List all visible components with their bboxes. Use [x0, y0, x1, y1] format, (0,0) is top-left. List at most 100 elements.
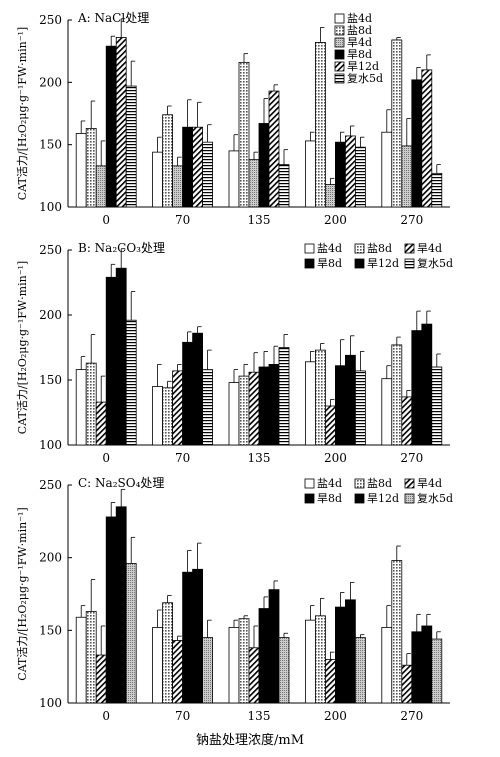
legend-swatch	[354, 258, 365, 269]
bar	[431, 366, 443, 446]
legend-label: 盐8d	[347, 24, 372, 37]
bar	[324, 659, 336, 704]
bar	[354, 370, 366, 446]
legend-label: 旱4d	[417, 242, 442, 255]
bar	[304, 619, 316, 704]
bar	[162, 114, 174, 208]
bar	[172, 165, 184, 208]
bar	[172, 370, 184, 446]
bar	[85, 611, 97, 704]
bar	[334, 141, 346, 208]
bar	[401, 664, 413, 704]
legend-label: 复水5d	[417, 491, 453, 505]
y-tick-label: 200	[39, 551, 62, 565]
y-tick-label: 100	[39, 696, 62, 710]
legend-swatch	[404, 493, 415, 504]
bar	[268, 589, 280, 704]
bar	[258, 366, 270, 446]
x-tick-label: 270	[400, 709, 423, 723]
bar	[75, 369, 87, 446]
legend-label: 复水5d	[347, 71, 383, 85]
legend-swatch	[304, 258, 315, 269]
bar	[431, 172, 443, 208]
y-tick-label: 200	[39, 308, 62, 322]
bar	[278, 164, 290, 208]
x-tick-label: 200	[324, 213, 347, 227]
bar	[162, 387, 174, 446]
bar	[75, 616, 87, 704]
y-axis-title: CAT活力/[H₂O₂μg·g⁻¹FW·min⁻¹]	[16, 507, 29, 680]
bar	[258, 608, 270, 704]
bar	[202, 637, 214, 704]
bar	[304, 140, 316, 208]
x-tick-label: 270	[400, 213, 423, 227]
bar	[115, 267, 127, 446]
legend-label: 盐8d	[367, 477, 392, 490]
bar	[192, 126, 204, 208]
bar	[391, 39, 403, 208]
legend-swatch	[334, 49, 345, 60]
x-tick-label: 200	[324, 709, 347, 723]
bar	[248, 647, 260, 704]
bar	[411, 79, 423, 208]
chart-title: B: Na₂CO₃处理	[78, 241, 165, 255]
bar	[228, 150, 240, 208]
chart-panel-1: 100 150 200 250 CAT活力/[H₂O₂μg·g⁻¹FW·min⁻¹] A:…	[16, 11, 450, 227]
legend-swatch	[334, 25, 345, 36]
y-tick-label: 250	[39, 478, 62, 492]
bar	[421, 323, 433, 446]
bar	[115, 37, 127, 208]
bar	[192, 332, 204, 446]
bar	[202, 369, 214, 446]
legend-label: 旱4d	[417, 477, 442, 490]
bar	[172, 640, 184, 704]
bar	[248, 159, 260, 208]
bar	[125, 319, 137, 446]
bar	[238, 375, 250, 446]
y-axis-title: CAT活力/[H₂O₂μg·g⁻¹FW·min⁻¹]	[16, 261, 29, 434]
bar	[334, 365, 346, 446]
bar	[401, 396, 413, 446]
bar	[278, 637, 290, 704]
legend-swatch	[334, 13, 345, 24]
bar	[421, 625, 433, 704]
bar	[228, 382, 240, 446]
bar	[391, 560, 403, 704]
bar	[125, 85, 137, 208]
legend-swatch	[334, 73, 345, 84]
legend-label: 旱12d	[367, 492, 399, 505]
bar	[228, 627, 240, 704]
bar	[258, 123, 270, 208]
y-tick-label: 100	[39, 438, 62, 452]
bar	[192, 568, 204, 704]
y-tick-label: 150	[39, 623, 62, 637]
x-tick-label: 0	[102, 213, 110, 227]
bar	[314, 349, 326, 446]
bar	[391, 344, 403, 446]
bar	[182, 571, 194, 704]
legend-label: 旱8d	[347, 48, 372, 61]
bar	[344, 599, 356, 704]
chart-panel-2: 100 150 200 250 CAT活力/[H₂O₂μg·g⁻¹FW·min⁻¹] B:…	[16, 241, 453, 465]
x-tick-label: 135	[248, 213, 271, 227]
bar	[278, 347, 290, 446]
bar	[334, 606, 346, 704]
bar	[324, 405, 336, 446]
legend-swatch	[354, 478, 365, 489]
legend-label: 旱8d	[317, 257, 342, 270]
bar	[85, 362, 97, 446]
y-axis-title: CAT活力/[H₂O₂μg·g⁻¹FW·min⁻¹]	[16, 27, 29, 200]
bar	[354, 146, 366, 208]
x-tick-label: 70	[175, 709, 190, 723]
legend-label: 旱12d	[347, 60, 379, 73]
x-axis-label: 钠盐处理浓度/mM	[195, 733, 305, 748]
legend-swatch	[354, 493, 365, 504]
legend-label: 复水5d	[417, 256, 453, 270]
bar	[85, 128, 97, 208]
legend-label: 盐4d	[347, 12, 372, 25]
x-tick-label: 135	[248, 709, 271, 723]
legend-swatch	[334, 37, 345, 48]
bar	[354, 637, 366, 704]
y-tick-label: 250	[39, 243, 62, 257]
